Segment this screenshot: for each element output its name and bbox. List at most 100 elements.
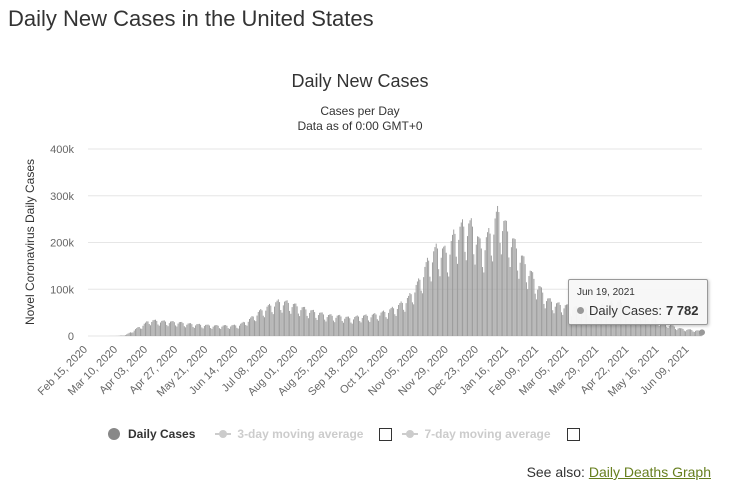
checkbox-3-day-average[interactable]	[379, 427, 393, 441]
bar-daily-cases	[394, 314, 396, 336]
bar-daily-cases	[131, 332, 133, 336]
bar-daily-cases	[336, 315, 338, 336]
bar-daily-cases	[409, 293, 411, 336]
bar-daily-cases	[246, 325, 248, 336]
bar-daily-cases	[490, 255, 492, 336]
bar-daily-cases	[309, 312, 311, 336]
bar-daily-cases	[680, 328, 682, 336]
y-tick-label: 300k	[50, 191, 74, 203]
bar-daily-cases	[325, 321, 327, 336]
bar-daily-cases	[653, 318, 655, 336]
see-also: See also: Daily Deaths Graph	[527, 464, 711, 480]
bar-daily-cases	[366, 315, 368, 336]
tooltip-date: Jun 19, 2021	[577, 287, 635, 298]
legend-item-3-day-average[interactable]: 3-day moving average	[215, 427, 363, 441]
bar-daily-cases	[419, 279, 421, 336]
legend-label-3-day-average: 3-day moving average	[237, 427, 364, 441]
bar-daily-cases	[334, 322, 336, 336]
bar-daily-cases	[472, 226, 473, 336]
bar-daily-cases	[138, 327, 140, 336]
bar-daily-cases	[286, 300, 288, 336]
bar-daily-cases	[401, 302, 403, 336]
bar-daily-cases	[235, 325, 237, 336]
bar-daily-cases	[454, 233, 456, 336]
bar-daily-cases	[227, 328, 229, 336]
bar-daily-cases	[398, 304, 400, 336]
bar-daily-cases	[597, 315, 599, 336]
bar-daily-cases	[455, 256, 457, 336]
bar-daily-cases	[465, 260, 467, 336]
bar-daily-cases	[161, 320, 163, 336]
bar-daily-cases	[294, 303, 296, 336]
bar-daily-cases	[231, 325, 233, 336]
bar-daily-cases	[469, 220, 471, 336]
bar-daily-cases	[485, 237, 487, 336]
bar-daily-cases	[690, 329, 692, 336]
bar-daily-cases	[343, 322, 344, 336]
bar-daily-cases	[410, 294, 412, 336]
bar-daily-cases	[388, 312, 390, 336]
bar-daily-cases	[480, 248, 482, 336]
bar-daily-cases	[271, 312, 273, 336]
bar-daily-cases	[317, 315, 319, 336]
bar-daily-cases	[384, 311, 386, 336]
legend-item-7-day-average[interactable]: 7-day moving average	[402, 427, 551, 441]
bar-daily-cases	[441, 248, 443, 336]
bar-daily-cases	[340, 316, 342, 336]
bar-daily-cases	[218, 328, 220, 336]
bar-daily-cases	[297, 313, 299, 336]
bar-daily-cases	[252, 316, 254, 336]
bar-daily-cases	[136, 328, 138, 336]
bar-daily-cases	[662, 321, 664, 336]
bar-daily-cases	[661, 321, 663, 336]
bar-daily-cases	[386, 318, 388, 336]
bar-daily-cases	[244, 322, 245, 336]
bar-daily-cases	[160, 322, 161, 336]
daily-deaths-graph-link[interactable]: Daily Deaths Graph	[588, 464, 711, 480]
bar-daily-cases	[414, 292, 416, 336]
bar-daily-cases	[399, 303, 401, 336]
bar-daily-cases	[163, 320, 165, 336]
bar-daily-cases	[380, 312, 382, 336]
bar-daily-cases	[255, 321, 257, 336]
bar-daily-cases	[124, 335, 126, 336]
bar-daily-cases	[326, 317, 328, 336]
bar-daily-cases	[559, 304, 561, 336]
bar-daily-cases	[196, 324, 198, 336]
checkbox-7-day-average[interactable]	[566, 427, 580, 441]
bar-daily-cases	[188, 323, 190, 336]
bar-daily-cases	[562, 314, 564, 336]
legend-item-daily-cases[interactable]: Daily Cases	[108, 427, 195, 441]
bar-daily-cases	[285, 300, 287, 336]
bar-daily-cases	[405, 303, 407, 336]
bar-daily-cases	[431, 262, 433, 336]
bar-daily-cases	[215, 325, 217, 336]
bar-daily-cases	[290, 313, 292, 336]
bar-daily-cases	[257, 311, 259, 336]
bar-daily-cases	[361, 317, 363, 336]
bar-daily-cases	[250, 317, 252, 336]
bar-daily-cases	[220, 328, 222, 336]
bar-daily-cases	[186, 324, 188, 336]
bar-daily-cases	[302, 306, 304, 336]
bar-daily-cases	[667, 328, 669, 336]
bar-daily-cases	[421, 293, 423, 336]
see-also-label: See also:	[526, 464, 585, 480]
y-axis-label: Novel Coronavirus Daily Cases	[23, 159, 37, 325]
bar-daily-cases	[648, 321, 650, 336]
bar-daily-cases	[170, 321, 172, 336]
bar-daily-cases	[176, 326, 178, 336]
bar-daily-cases	[167, 326, 169, 336]
bar-daily-cases	[265, 310, 267, 336]
bar-daily-cases	[126, 334, 128, 336]
bar-daily-cases	[639, 318, 641, 336]
bar-daily-cases	[296, 306, 298, 336]
bar-daily-cases	[287, 302, 289, 336]
bar-daily-cases	[524, 264, 526, 336]
bar-daily-cases	[663, 322, 665, 336]
bar-daily-cases	[133, 330, 135, 336]
chart-subtitle-1: Cases per Day	[320, 104, 399, 118]
bar-daily-cases	[551, 301, 552, 336]
bar-daily-cases	[355, 316, 357, 336]
bar-daily-cases	[487, 232, 489, 336]
